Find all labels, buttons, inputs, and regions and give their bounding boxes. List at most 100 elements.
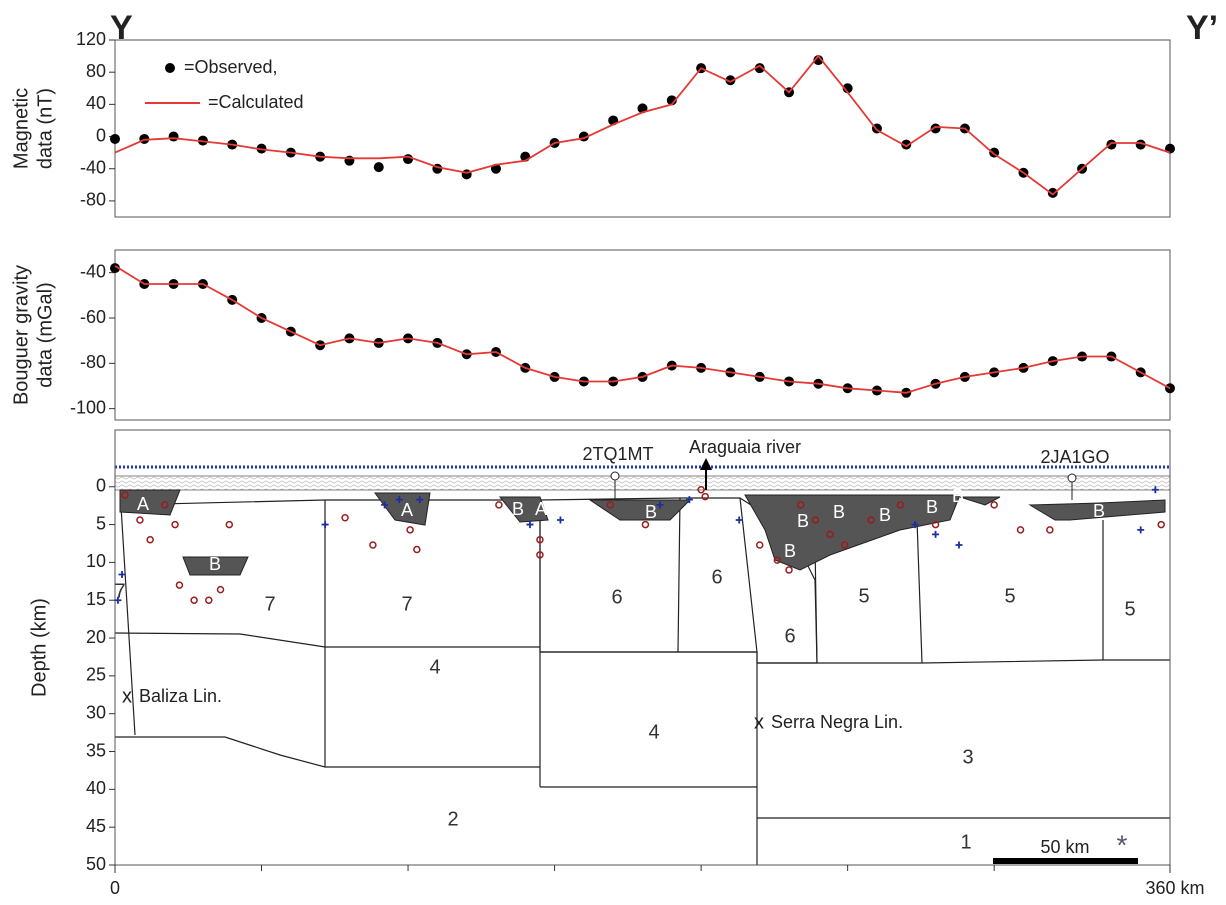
euler-solution xyxy=(955,541,963,549)
euler-solution xyxy=(381,501,389,509)
body xyxy=(744,494,961,571)
block-label: 6 xyxy=(711,566,722,588)
block-label: 6 xyxy=(611,586,622,608)
euler-solution xyxy=(932,530,940,538)
profile-start: Y xyxy=(110,9,133,47)
cross-section-geometry: x x * xyxy=(114,458,1171,865)
y-tick-label: 40 xyxy=(86,93,106,113)
sediment-layer xyxy=(114,475,1171,491)
y-axis-label: data (mGal) xyxy=(34,282,56,388)
block-label: B xyxy=(784,541,796,561)
euler-solution xyxy=(1157,520,1165,529)
euler-solution xyxy=(556,516,564,524)
y-tick-label: 0 xyxy=(96,475,106,495)
euler-solution xyxy=(990,501,998,509)
euler-solution xyxy=(656,501,664,509)
euler-solution xyxy=(536,551,544,559)
plot-frame xyxy=(114,39,1171,218)
y-tick-label: -60 xyxy=(80,307,106,327)
euler-solution xyxy=(697,486,705,494)
observed-point xyxy=(1047,187,1058,198)
euler-solution xyxy=(216,585,225,594)
euler-solution xyxy=(1151,486,1159,494)
euler-solution xyxy=(785,566,793,574)
scale-label: 50 km xyxy=(1040,837,1089,857)
body xyxy=(498,496,549,523)
euler-solution xyxy=(867,516,875,524)
block-label: 3 xyxy=(962,746,973,768)
observed-point xyxy=(373,162,384,173)
euler-solution xyxy=(121,491,129,499)
y-tick-label: -40 xyxy=(80,261,106,281)
euler-solution xyxy=(797,501,805,509)
block-label: 4 xyxy=(648,721,659,743)
block-label: A xyxy=(401,500,413,520)
block-label: A xyxy=(535,499,547,519)
euler-solution xyxy=(1137,526,1145,534)
block-label: 7 xyxy=(401,593,412,615)
x-tick-label: 360 km xyxy=(1145,878,1204,898)
euler-solution xyxy=(225,520,234,529)
block-label: B xyxy=(879,505,891,525)
euler-solution xyxy=(146,535,154,544)
block-label: 5 xyxy=(1004,585,1015,607)
block-label: B xyxy=(833,502,845,522)
y-tick-label: 25 xyxy=(86,665,106,685)
euler-solution xyxy=(406,526,414,534)
block-label: 1 xyxy=(960,831,971,853)
x-tick-label: 0 xyxy=(110,878,120,898)
euler-solution xyxy=(911,521,919,529)
euler-solution xyxy=(190,596,198,604)
block-label: B xyxy=(561,499,573,519)
euler-solution xyxy=(685,496,693,504)
euler-solution xyxy=(773,556,782,564)
calculated-line xyxy=(114,265,1171,394)
y-axis-label: Bouguer gravity xyxy=(10,265,32,405)
body xyxy=(182,556,249,576)
body xyxy=(959,496,1001,506)
body xyxy=(119,489,181,516)
plot-frame xyxy=(114,249,1171,421)
block-label: 6 xyxy=(784,625,795,647)
well-symbol xyxy=(610,471,620,481)
profile-end: Y’ xyxy=(1186,9,1218,47)
observed-point xyxy=(930,123,941,134)
body xyxy=(374,492,431,526)
lineament-mark: x xyxy=(122,685,132,707)
block-label: B xyxy=(926,497,938,517)
euler-solution xyxy=(896,501,905,509)
y-tick-label: 45 xyxy=(86,816,106,836)
observed-point xyxy=(461,169,472,180)
euler-solution xyxy=(171,520,179,529)
annotation: 2JA1GO xyxy=(1040,447,1109,467)
observed-point xyxy=(901,139,912,150)
observed-point xyxy=(168,131,179,142)
observed-point xyxy=(725,75,736,86)
y-tick-label: 15 xyxy=(86,589,106,609)
river-arrow-head xyxy=(700,458,712,470)
euler-solution xyxy=(755,541,764,549)
y-tick-label: 40 xyxy=(86,778,106,798)
y-tick-label: 50 xyxy=(86,854,106,874)
y-tick-label: 35 xyxy=(86,740,106,760)
euler-solution xyxy=(136,516,144,524)
euler-solution xyxy=(735,516,743,524)
legend-label: =Observed, xyxy=(184,57,278,77)
euler-solution xyxy=(369,541,377,549)
y-tick-label: -80 xyxy=(80,352,106,372)
fault-lines xyxy=(119,489,1104,865)
observed-point xyxy=(842,83,853,94)
block-label: 7 xyxy=(114,580,125,602)
euler-solution xyxy=(536,535,544,544)
block-label: B xyxy=(645,502,657,522)
euler-solution xyxy=(1016,526,1025,534)
lineament-mark: x xyxy=(754,711,764,733)
block-label: 2 xyxy=(447,808,458,830)
euler-solution xyxy=(413,545,421,554)
body xyxy=(588,499,692,521)
euler-solution xyxy=(641,520,650,529)
y-axis-label: Magnetic xyxy=(10,88,32,169)
euler-solution xyxy=(1046,526,1054,534)
observed-point xyxy=(110,263,120,274)
block-label: B xyxy=(1093,501,1105,521)
